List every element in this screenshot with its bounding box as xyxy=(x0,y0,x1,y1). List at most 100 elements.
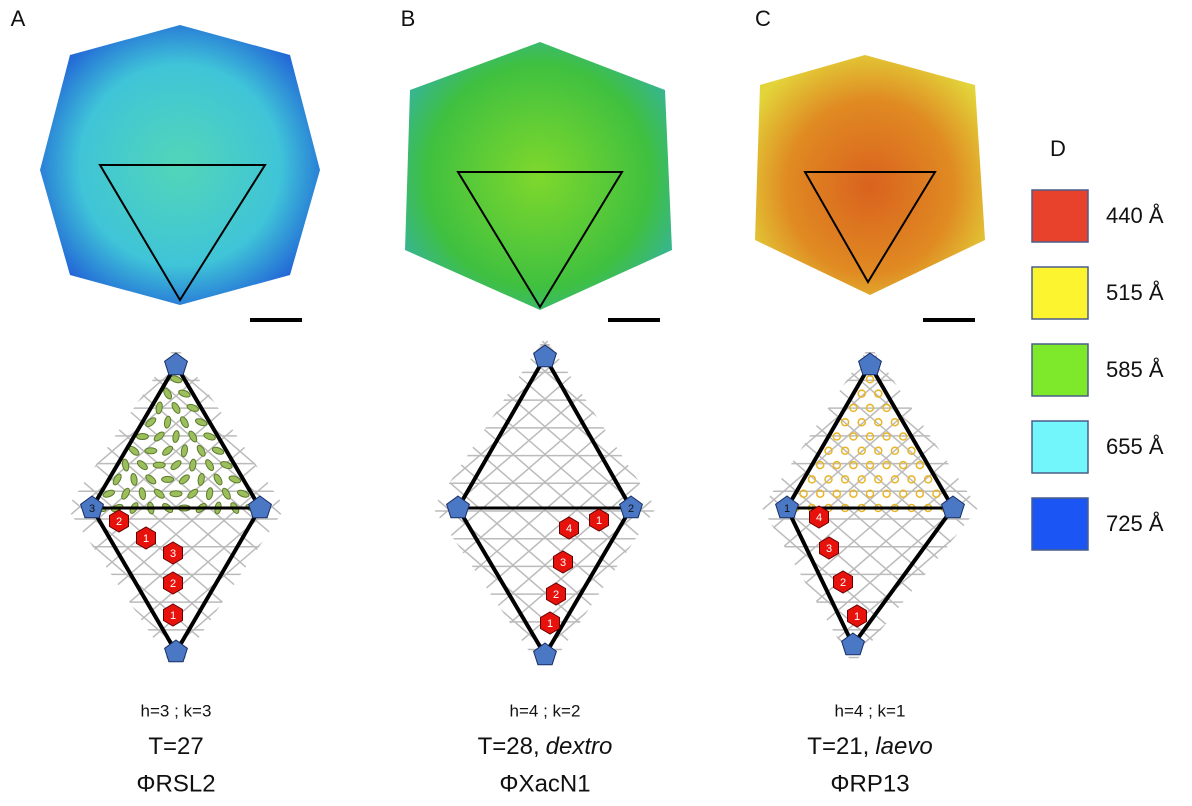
lattice-line xyxy=(168,306,568,652)
lattice-line xyxy=(0,309,393,655)
lattice-line xyxy=(0,306,248,652)
lattice-line xyxy=(94,299,494,645)
panel-label: A xyxy=(11,6,26,31)
pentagon-label: 3 xyxy=(89,503,95,515)
hexamer-label: 1 xyxy=(143,533,149,545)
hk-label: h=4 ; k=1 xyxy=(835,701,906,720)
lattice-line xyxy=(409,309,809,655)
lattice-line xyxy=(798,299,1192,645)
hk-label: h=3 ; k=3 xyxy=(141,701,212,720)
figure: A321321h=3 ; k=3T=27ΦRSL2B214321h=4 ; k=… xyxy=(0,0,1192,806)
protein-subunit xyxy=(206,487,214,500)
protein-subunit xyxy=(136,434,148,440)
lattice-line xyxy=(30,299,430,645)
legend-label: 585 Å xyxy=(1106,357,1164,382)
lattice-line xyxy=(414,299,814,645)
protein-subunit xyxy=(130,473,138,486)
protein-subunit xyxy=(900,462,907,469)
hexamer-label: 1 xyxy=(854,611,860,623)
lattice-line xyxy=(1150,299,1192,645)
panel-label: D xyxy=(1050,136,1066,161)
lattice-line xyxy=(862,299,1192,645)
lattice-line xyxy=(542,299,942,645)
lattice-line xyxy=(414,299,814,645)
protein-subunit xyxy=(145,448,157,454)
legend-swatch xyxy=(1032,267,1088,319)
t-number: T=21, xyxy=(807,733,869,760)
pentagon xyxy=(165,640,188,662)
lattice-line xyxy=(62,299,462,645)
lattice-line xyxy=(446,299,846,645)
protein-subunit xyxy=(867,462,874,469)
protein-subunit xyxy=(136,459,149,471)
protein-subunit xyxy=(164,416,172,429)
protein-subunit xyxy=(144,473,157,485)
legend-label: 655 Å xyxy=(1106,434,1164,459)
phage-name: ΦRP13 xyxy=(830,770,909,797)
lattice-line xyxy=(1118,299,1192,645)
protein-subunit xyxy=(162,476,174,482)
protein-subunit xyxy=(169,459,182,471)
lattice-line xyxy=(158,299,558,645)
protein-subunit xyxy=(138,487,146,500)
protein-subunit xyxy=(196,444,207,457)
hk-label: h=4 ; k=2 xyxy=(510,701,581,720)
handedness: laevo xyxy=(875,733,932,760)
lattice-line xyxy=(286,299,686,645)
lattice-line xyxy=(0,306,120,652)
phage-name: ΦRSL2 xyxy=(136,770,215,797)
lattice-line xyxy=(1182,299,1192,645)
legend-label: 515 Å xyxy=(1106,280,1164,305)
lattice-line xyxy=(990,299,1192,645)
protein-subunit xyxy=(204,458,215,471)
lattice-line xyxy=(0,306,56,652)
pentagon xyxy=(165,353,188,375)
lattice-line xyxy=(761,309,1161,655)
protein-subunit xyxy=(172,430,180,443)
lattice-line xyxy=(158,299,558,645)
hexamer-label: 3 xyxy=(560,557,566,569)
lattice-line xyxy=(0,306,88,652)
protein-subunit xyxy=(850,462,857,469)
pentagon xyxy=(534,345,557,367)
lattice-line xyxy=(153,309,553,655)
lattice-line xyxy=(1150,299,1192,645)
capsid-a xyxy=(40,25,320,320)
hexamer-label: 2 xyxy=(116,516,122,528)
panel-label: B xyxy=(401,6,416,31)
hexamer-label: 2 xyxy=(840,577,846,589)
lattice-line xyxy=(318,299,718,645)
lattice-line xyxy=(126,299,526,645)
lattice-line xyxy=(761,309,1161,655)
lattice-line xyxy=(232,306,632,652)
lattice-line xyxy=(30,299,430,645)
protein-subunit xyxy=(817,462,824,469)
lattice-line xyxy=(990,299,1192,645)
hexamer-label: 1 xyxy=(170,610,176,622)
lattice-line xyxy=(126,299,526,645)
capsid-c xyxy=(755,55,985,320)
pentagon xyxy=(249,496,272,518)
lattice-line xyxy=(510,299,910,645)
protein-subunit xyxy=(833,462,840,469)
lattice-line xyxy=(296,306,696,652)
lattice-line xyxy=(862,299,1192,645)
hexamer-label: 2 xyxy=(170,578,176,590)
hexamer-label: 1 xyxy=(547,618,553,630)
protein-subunit xyxy=(867,376,874,383)
hexamer-label: 3 xyxy=(170,548,176,560)
lattice-line xyxy=(264,306,664,652)
lattice-line xyxy=(62,299,462,645)
lattice-line xyxy=(638,299,1038,645)
lattice-line xyxy=(254,299,654,645)
hexamer-label: 1 xyxy=(596,515,602,527)
lattice-line xyxy=(830,299,1192,645)
lattice-line xyxy=(296,306,696,652)
pentagon xyxy=(447,496,470,518)
lattice-line xyxy=(168,306,568,652)
legend-swatch xyxy=(1032,498,1088,550)
lattice-line xyxy=(249,309,649,655)
t-label: T=27 xyxy=(148,733,203,760)
lattice-line xyxy=(1182,299,1192,645)
protein-subunit xyxy=(197,473,205,486)
